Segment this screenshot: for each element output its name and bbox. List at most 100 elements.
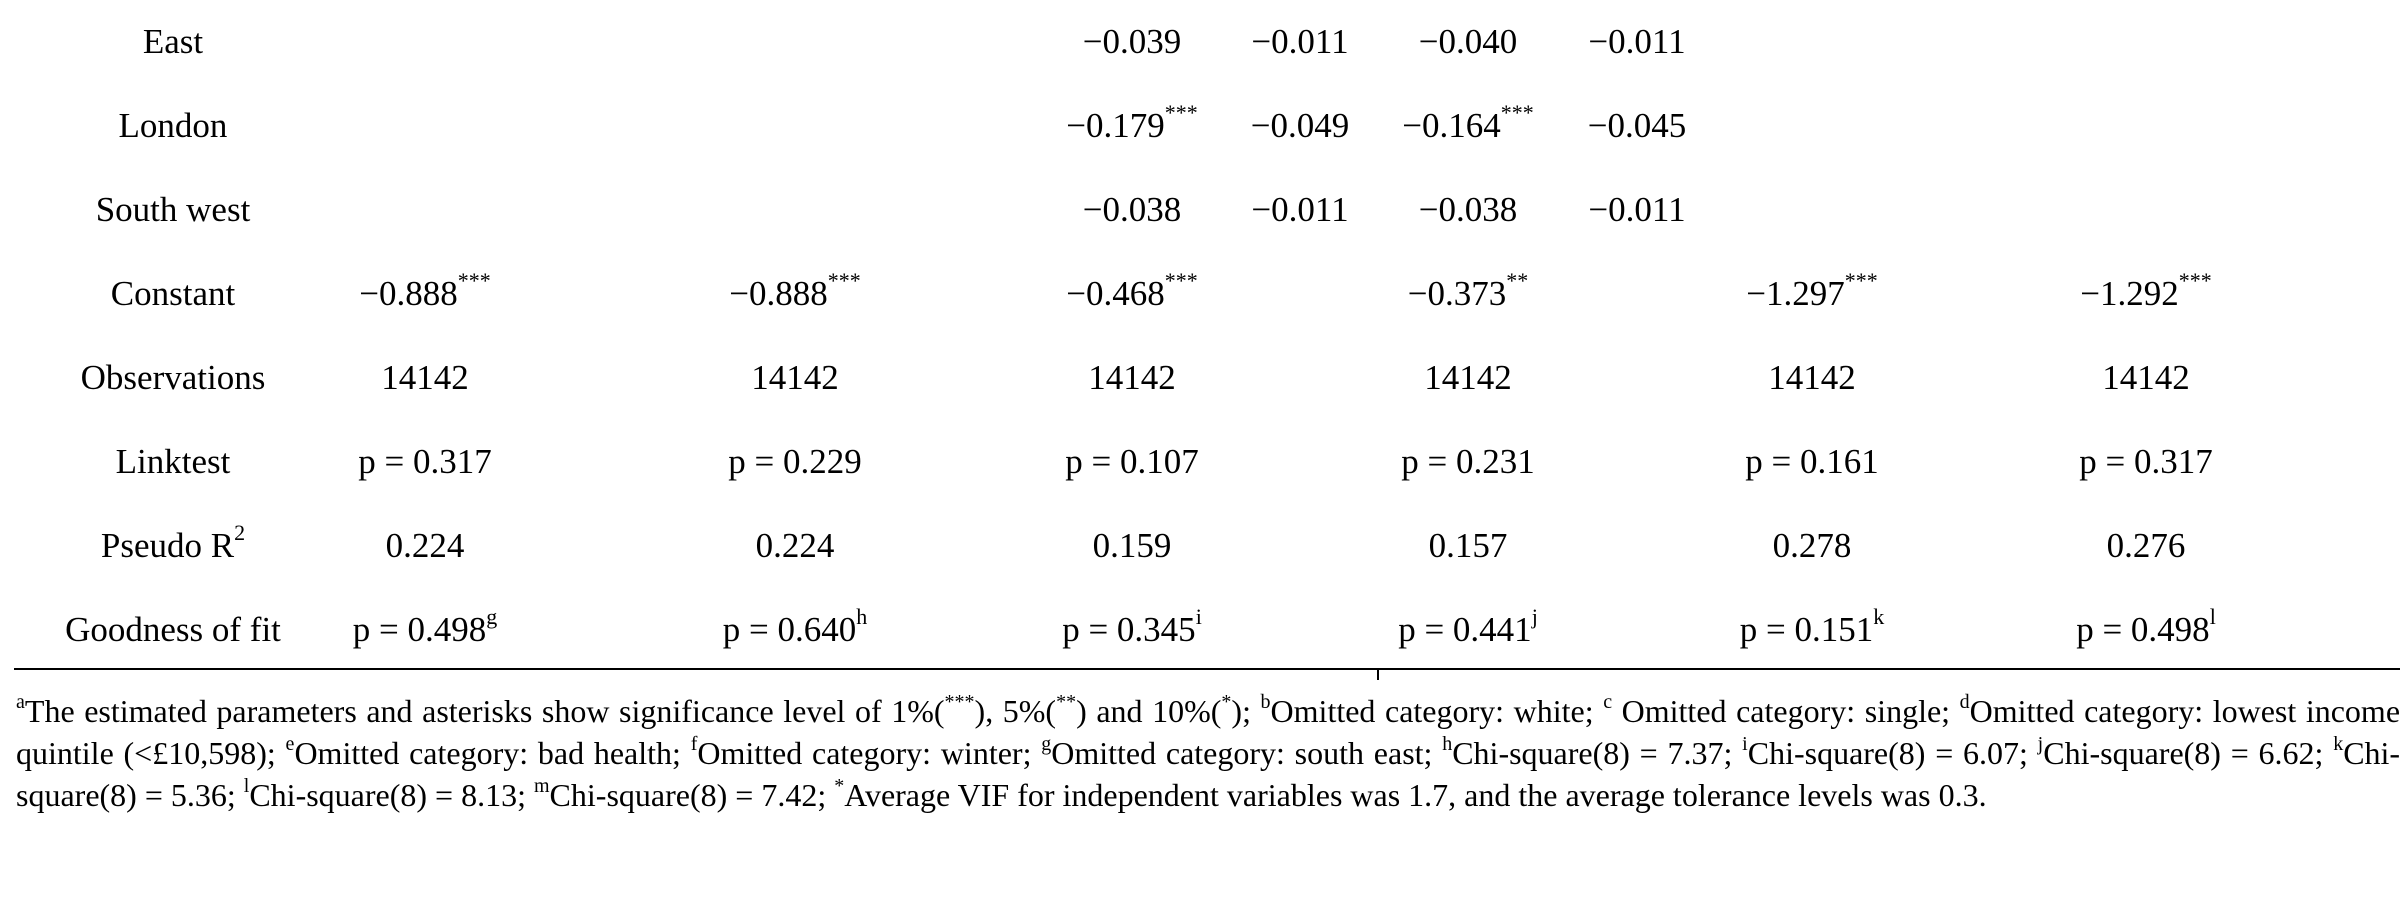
cell-value: p = 0.107 bbox=[1065, 442, 1199, 481]
cell-value: 14142 bbox=[2102, 358, 2190, 397]
table-cell: −0.888*** bbox=[359, 252, 491, 336]
footnote-marker: a bbox=[16, 691, 25, 714]
table-cell: p = 0.229 bbox=[728, 420, 862, 504]
cell-value: −0.164 bbox=[1402, 106, 1501, 145]
cell-value: 14142 bbox=[1424, 358, 1512, 397]
table-cell: 14142 bbox=[2102, 336, 2190, 420]
table-cell: −1.292*** bbox=[2080, 252, 2212, 336]
table-cell: p = 0.151k bbox=[1740, 588, 1885, 672]
footnote-marker: e bbox=[285, 733, 295, 756]
footnote-text: Omitted category: bad health; bbox=[294, 735, 691, 771]
footnote-text: Omitted category: winter; bbox=[697, 735, 1042, 771]
significance-marker: *** bbox=[457, 268, 491, 294]
table-row: Goodness of fit p = 0.498g p = 0.640h p = 0… bbox=[0, 588, 2404, 672]
significance-marker: l bbox=[2209, 604, 2216, 630]
table-row: East −0.039 −0.011 −0.040 −0.011 bbox=[0, 0, 2404, 84]
table-cell: p = 0.498g bbox=[353, 588, 498, 672]
table-cell: −0.179*** bbox=[1066, 84, 1198, 168]
row-label: Linktest bbox=[116, 420, 231, 504]
footnote-marker: f bbox=[690, 733, 698, 756]
cell-value: p = 0.498 bbox=[2076, 610, 2210, 649]
footnote-marker: h bbox=[1442, 733, 1453, 756]
cell-value: −0.038 bbox=[1418, 190, 1518, 229]
cell-value: 0.224 bbox=[755, 526, 835, 565]
table-cell: −0.011 bbox=[1251, 0, 1348, 84]
footnote-text: Omitted category: lowest income quintile… bbox=[16, 693, 2401, 771]
table-cell: −0.045 bbox=[1588, 84, 1687, 168]
cell-value: 14142 bbox=[1768, 358, 1856, 397]
footnote-text: Chi-square(8) = 7.37; bbox=[1452, 735, 1743, 771]
footnote-marker: d bbox=[1959, 691, 1970, 714]
cell-value: p = 0.151 bbox=[1739, 610, 1874, 649]
table-cell: 14142 bbox=[751, 336, 839, 420]
table-cell: −0.164*** bbox=[1402, 84, 1534, 168]
cell-value: 14142 bbox=[751, 358, 839, 397]
significance-marker: *** bbox=[2178, 268, 2212, 294]
row-label: London bbox=[119, 84, 228, 168]
cell-value: p = 0.345 bbox=[1062, 610, 1196, 649]
cell-value: −0.888 bbox=[359, 274, 458, 313]
table-cell: 14142 bbox=[1424, 336, 1512, 420]
cell-value: −0.049 bbox=[1250, 106, 1350, 145]
table-cell: p = 0.317 bbox=[2079, 420, 2213, 504]
significance-marker: *** bbox=[1500, 100, 1534, 126]
table-cell: −0.039 bbox=[1083, 0, 1182, 84]
table-footnote: aThe estimated parameters and asterisks … bbox=[16, 690, 2400, 816]
table-row: Observations 14142 14142 14142 14142 14142 141… bbox=[0, 336, 2404, 420]
footnote-text: Chi-square(8) = 8.13; bbox=[249, 777, 534, 813]
table-cell: 0.157 bbox=[1429, 504, 1508, 588]
table-cell: −0.011 bbox=[1588, 168, 1685, 252]
cell-value: 0.224 bbox=[385, 526, 465, 565]
footnote-marker: l bbox=[243, 775, 250, 798]
footnote-text: ); bbox=[1231, 693, 1261, 729]
table-row: Linktest p = 0.317 p = 0.229 p = 0.107 p = 0… bbox=[0, 420, 2404, 504]
footnote-text: Average VIF for independent variables wa… bbox=[844, 777, 1987, 813]
significance-marker: k bbox=[1873, 604, 1885, 630]
footnote-marker: i bbox=[1742, 733, 1748, 756]
cell-value: −0.179 bbox=[1066, 106, 1165, 145]
footnote-marker: k bbox=[2333, 733, 2344, 756]
table-cell: −0.888*** bbox=[729, 252, 861, 336]
significance-marker: *** bbox=[1164, 268, 1198, 294]
row-label-text: Pseudo R bbox=[100, 526, 235, 565]
cell-value: −0.011 bbox=[1588, 22, 1686, 61]
row-label-text: South west bbox=[95, 190, 251, 229]
table-cell: p = 0.231 bbox=[1401, 420, 1535, 504]
cell-value: p = 0.640 bbox=[722, 610, 857, 649]
cell-value: p = 0.317 bbox=[358, 442, 492, 481]
footnote-marker: * bbox=[1221, 691, 1232, 714]
cell-value: p = 0.317 bbox=[2079, 442, 2213, 481]
cell-value: 0.276 bbox=[2106, 526, 2186, 565]
significance-marker: *** bbox=[1844, 268, 1878, 294]
cell-value: 14142 bbox=[1088, 358, 1176, 397]
table-cell: −0.038 bbox=[1419, 168, 1518, 252]
footnote-text: Chi-square(8) = 6.07; bbox=[1747, 735, 2038, 771]
cell-value: p = 0.441 bbox=[1398, 610, 1532, 649]
table-cell: p = 0.498l bbox=[2076, 588, 2216, 672]
footnote-text: Omitted category: single; bbox=[1612, 693, 1960, 729]
cell-value: −0.040 bbox=[1418, 22, 1518, 61]
table-row: London −0.179*** −0.049 −0.164*** −0.045 bbox=[0, 84, 2404, 168]
table-cell: −0.468*** bbox=[1066, 252, 1198, 336]
cell-value: 0.159 bbox=[1092, 526, 1172, 565]
row-label: Pseudo R2 bbox=[101, 504, 245, 588]
row-label-text: East bbox=[142, 22, 204, 61]
table-cell: −0.011 bbox=[1588, 0, 1685, 84]
significance-marker: g bbox=[486, 604, 498, 630]
row-label: Constant bbox=[111, 252, 235, 336]
table-cell: 14142 bbox=[1768, 336, 1856, 420]
row-label-text: Goodness of fit bbox=[65, 610, 281, 649]
table-cell: −0.049 bbox=[1251, 84, 1350, 168]
cell-value: −0.045 bbox=[1587, 106, 1687, 145]
table-row: Constant −0.888*** −0.888*** −0.468*** −0.37… bbox=[0, 252, 2404, 336]
footnote-marker: * bbox=[834, 775, 845, 798]
footnote-marker: m bbox=[533, 775, 550, 798]
table-cell: p = 0.640h bbox=[723, 588, 868, 672]
table-cell: −0.011 bbox=[1251, 168, 1348, 252]
significance-marker: j bbox=[1531, 604, 1538, 630]
table-cell: 0.278 bbox=[1773, 504, 1852, 588]
cell-value: −0.888 bbox=[729, 274, 828, 313]
cell-value: p = 0.231 bbox=[1401, 442, 1535, 481]
footnote-text: ), 5%( bbox=[974, 693, 1057, 729]
footnote-text: ) and 10%( bbox=[1076, 693, 1222, 729]
